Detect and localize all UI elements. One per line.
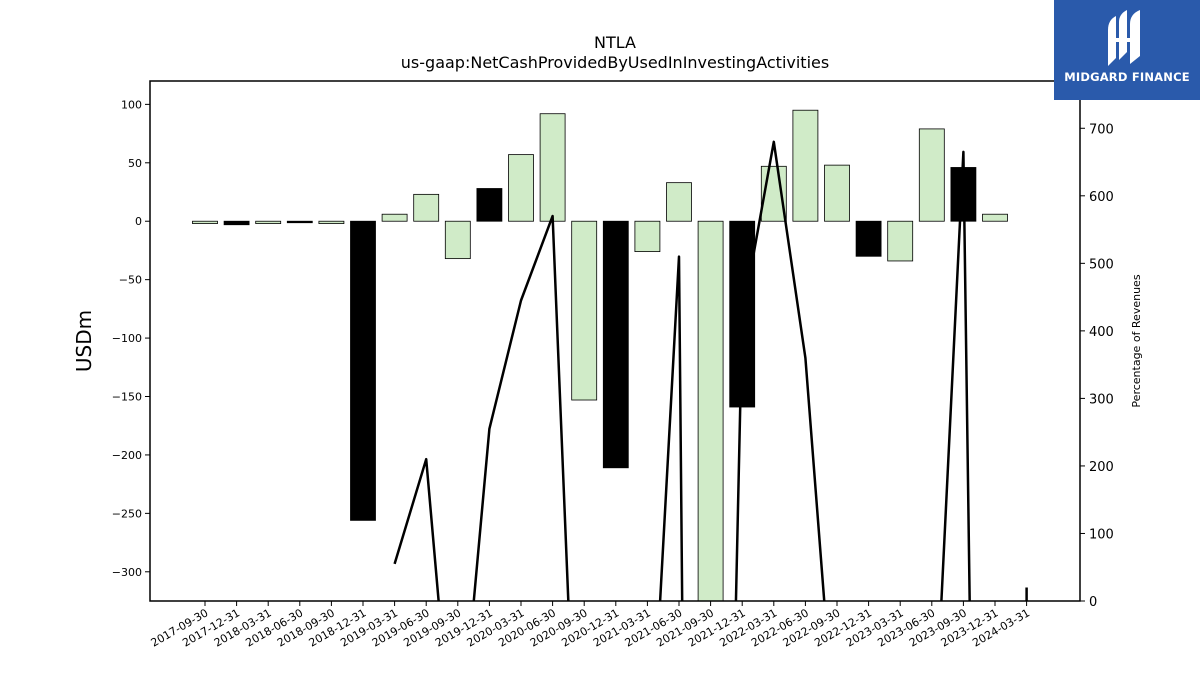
- y2-tick-label: 0: [1089, 595, 1097, 610]
- y2-tick-label: 600: [1089, 190, 1114, 205]
- y-tick-label: −50: [119, 274, 142, 287]
- y2-tick-label: 100: [1089, 527, 1114, 542]
- y2-tick-label: 500: [1089, 257, 1114, 272]
- y2-tick-label: 300: [1089, 392, 1114, 407]
- bar-2018-03-31: [255, 220, 282, 224]
- chart-title: NTLA: [594, 33, 636, 52]
- y-tick-label: −200: [112, 449, 142, 462]
- bar-2022-06-30: [792, 109, 819, 222]
- bar-2021-06-30: [666, 182, 692, 222]
- bar-2021-09-30: [697, 220, 724, 602]
- bar-2020-09-30: [571, 220, 598, 401]
- y2-tick-label: 200: [1089, 460, 1114, 475]
- chart-subtitle: us-gaap:NetCashProvidedByUsedInInvesting…: [401, 53, 829, 72]
- y-tick-label: 100: [121, 98, 142, 111]
- y-tick-label: 50: [128, 157, 142, 170]
- logo-text: MIDGARD FINANCE: [1064, 70, 1190, 84]
- bar-2020-12-31: [602, 220, 629, 469]
- bar-2018-06-30: [286, 220, 313, 224]
- bar-2023-12-31: [982, 213, 1008, 222]
- bar-2017-09-30: [192, 220, 218, 224]
- pct-revenue-line: [393, 140, 1028, 601]
- y-tick-label: 0: [135, 215, 142, 228]
- bar-2019-03-31: [381, 213, 408, 222]
- y-axis-right: 0 100 200 300 400 500 600 700: [1080, 122, 1114, 610]
- y-tick-label: −300: [112, 566, 142, 579]
- y2-tick-label: 700: [1089, 122, 1114, 137]
- bar-2018-12-31: [350, 220, 376, 521]
- bar-2017-12-31: [223, 220, 250, 226]
- bar-2023-03-31: [887, 220, 914, 262]
- bar-2022-12-31: [855, 220, 882, 257]
- y-tick-label: −100: [112, 332, 142, 345]
- y-axis-left: 100 50 0 −50 −100 −150 −200 −250 −300: [112, 98, 150, 579]
- y2-tick-label: 400: [1089, 325, 1114, 340]
- y-axis-label: USDm: [72, 310, 96, 372]
- pct-line-path: [393, 140, 971, 601]
- bar-2023-06-30: [918, 128, 945, 222]
- bar-2019-09-30: [444, 220, 471, 260]
- bar-2019-06-30: [413, 193, 440, 222]
- bar-2020-06-30: [539, 113, 566, 222]
- bar-series: [192, 109, 1008, 602]
- midgard-finance-logo: MIDGARD FINANCE: [1054, 0, 1200, 100]
- x-axis: 2017-09-302017-12-312018-03-312018-06-30…: [149, 601, 1032, 650]
- y2-axis-label: Percentage of Revenues: [1130, 274, 1143, 407]
- midgard-logo-icon: [1108, 10, 1140, 66]
- plot-frame: [149, 80, 1081, 602]
- bar-2022-09-30: [824, 164, 850, 222]
- y-tick-label: −250: [112, 507, 142, 520]
- y-tick-label: −150: [112, 391, 142, 404]
- bar-2018-09-30: [318, 220, 345, 224]
- bar-2020-03-31: [508, 154, 534, 222]
- bar-2021-03-31: [634, 220, 661, 253]
- bar-2019-12-31: [476, 188, 503, 222]
